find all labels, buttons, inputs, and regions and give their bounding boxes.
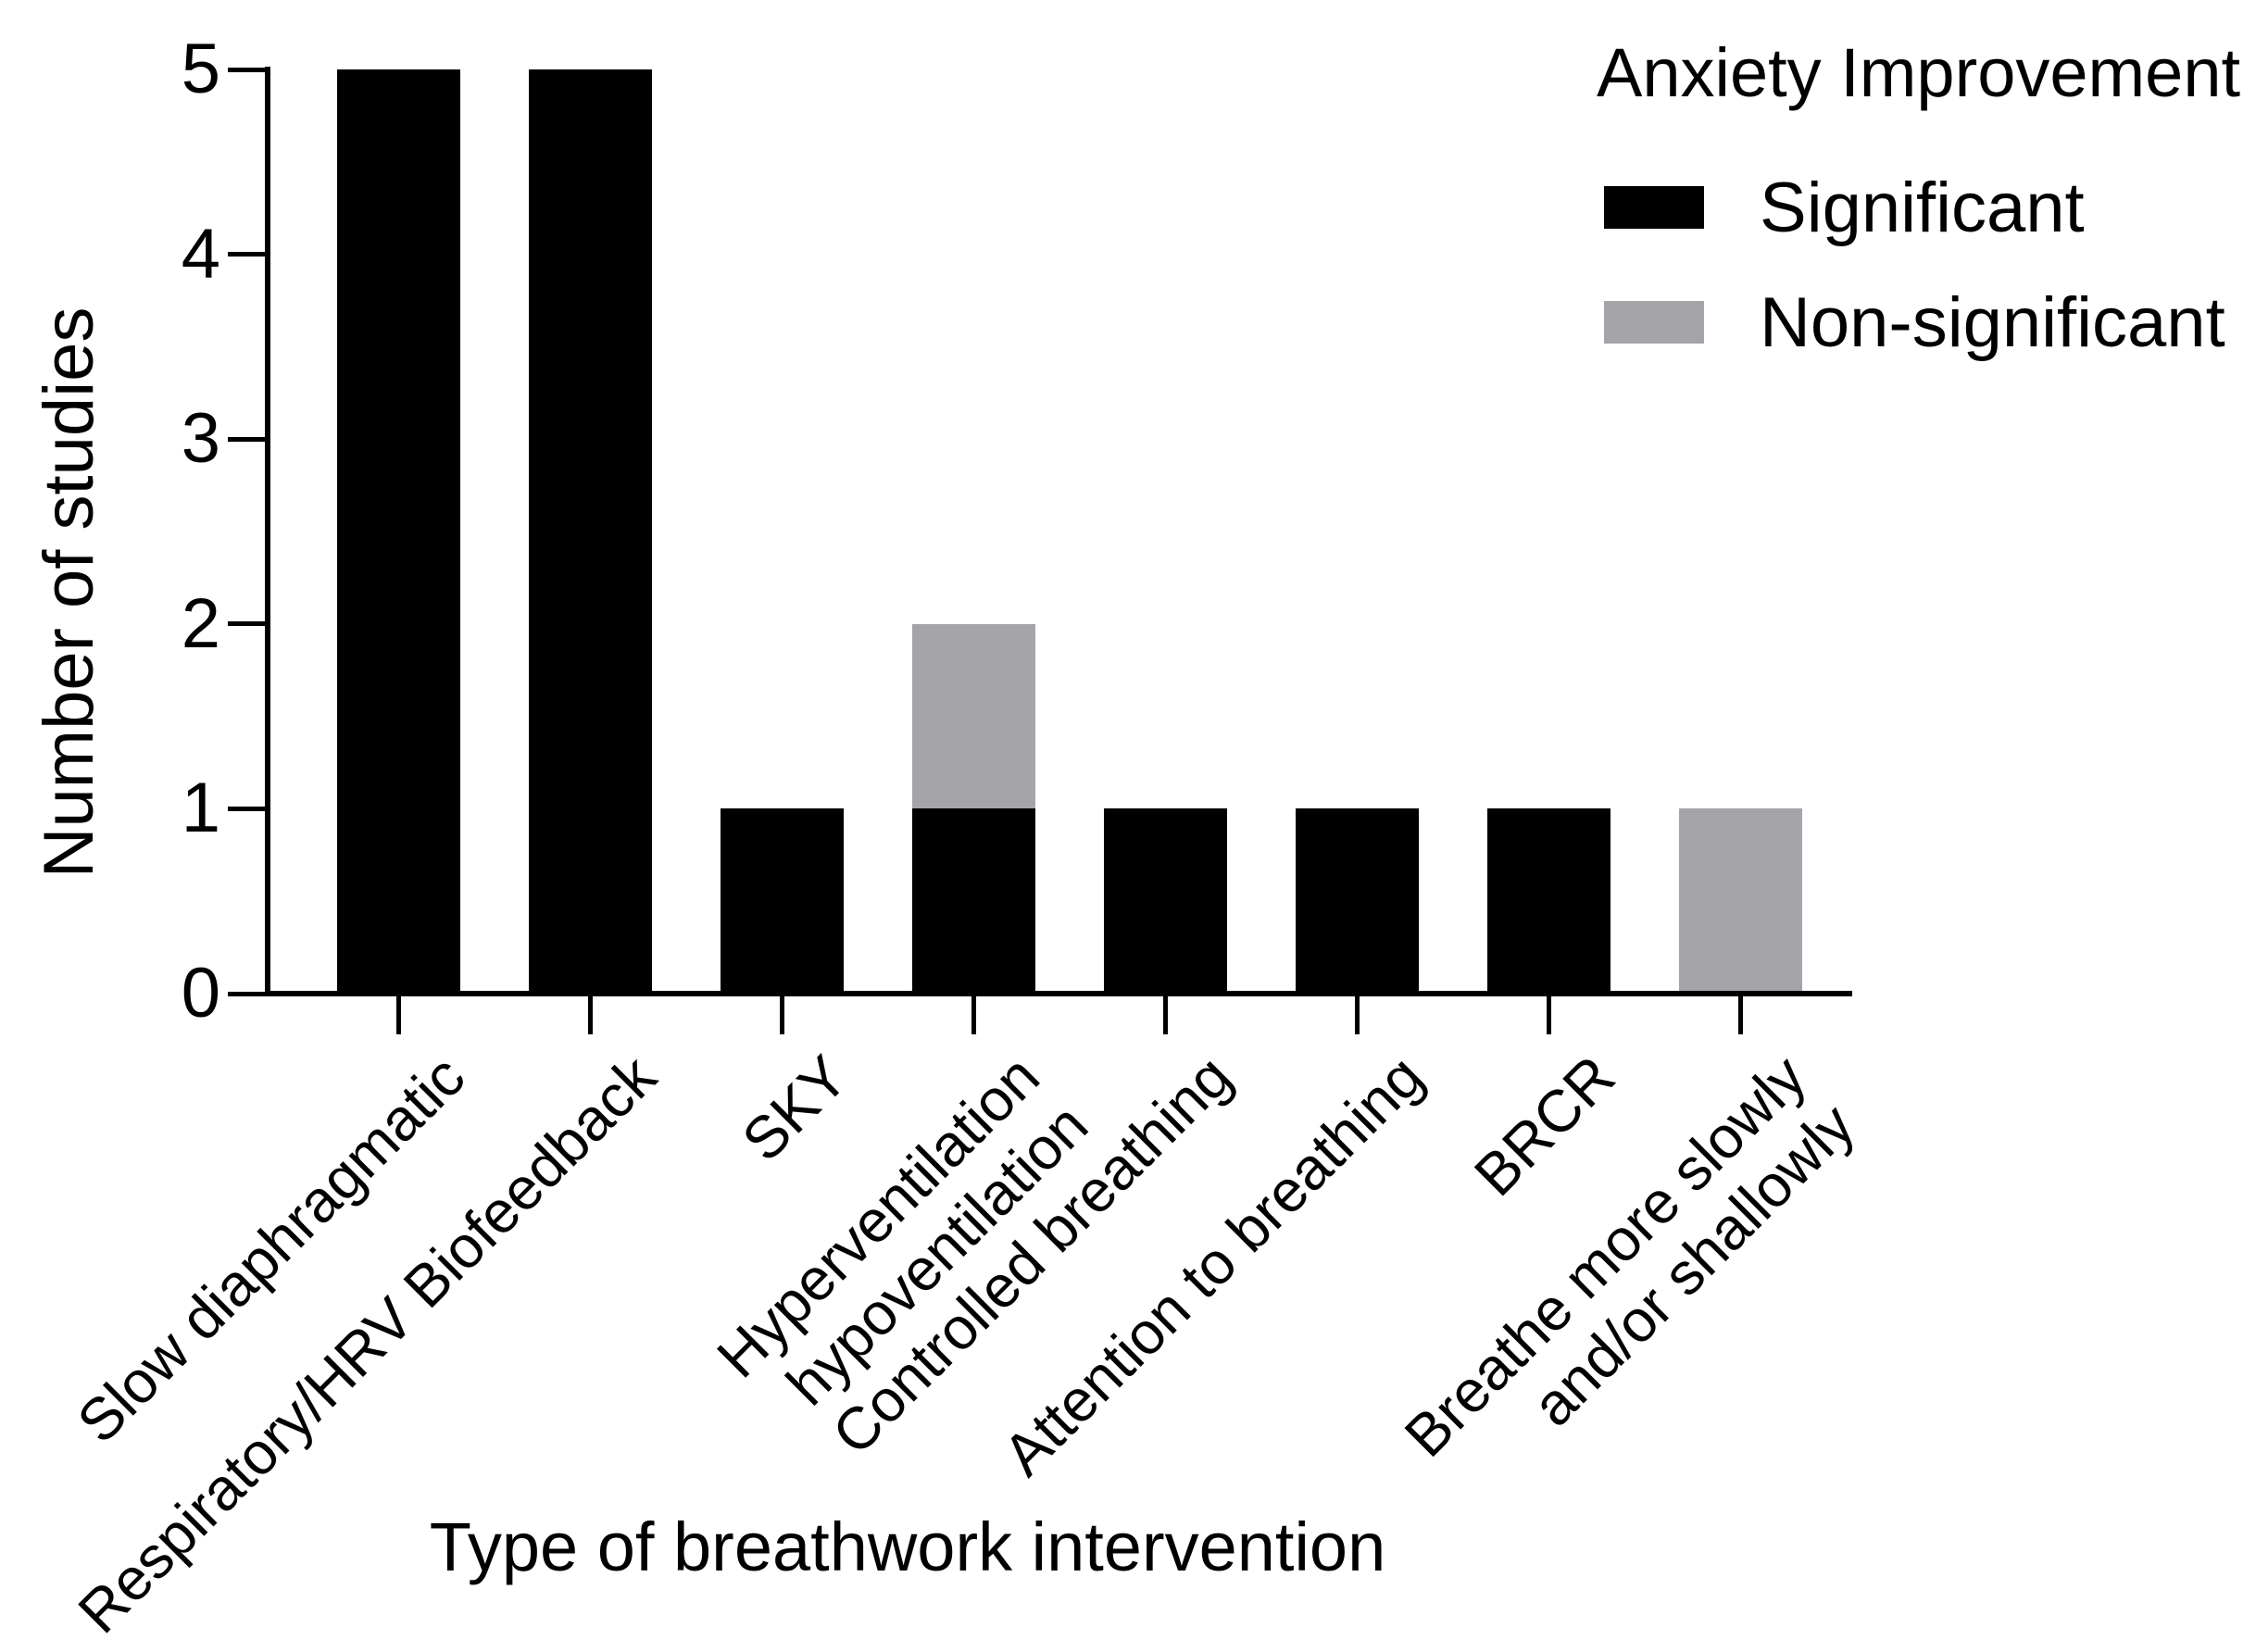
bar-segment-significant xyxy=(1295,808,1419,994)
x-axis-title: Type of breathwork intervention xyxy=(429,1508,1386,1585)
x-tick xyxy=(1737,994,1743,1034)
x-category-label: Breathe more slowly and/or shallowly xyxy=(1392,1043,1867,1470)
legend-title: Anxiety Improvement xyxy=(1597,34,2241,111)
y-tick-label: 3 xyxy=(181,399,220,479)
y-tick xyxy=(228,67,269,72)
y-tick-label: 5 xyxy=(181,30,220,108)
x-category-label: BRCR xyxy=(1460,1043,1627,1209)
bar-segment-non-significant xyxy=(911,623,1035,809)
bar-segment-non-significant xyxy=(1678,808,1802,994)
y-tick-label: 4 xyxy=(181,214,220,294)
x-tick xyxy=(1162,994,1168,1034)
y-tick xyxy=(228,991,269,996)
x-category-label: SKY xyxy=(729,1043,860,1174)
y-tick xyxy=(228,621,269,627)
y-tick xyxy=(228,436,269,442)
bar-segment-significant xyxy=(528,69,652,994)
bar-segment-significant xyxy=(720,808,844,994)
y-tick xyxy=(228,252,269,257)
bar-segment-significant xyxy=(1486,808,1611,994)
bar-segment-significant xyxy=(911,808,1035,994)
x-tick xyxy=(971,994,976,1034)
x-axis-line xyxy=(265,991,1852,996)
x-tick xyxy=(395,994,401,1034)
y-tick xyxy=(228,806,269,811)
x-tick xyxy=(587,994,593,1034)
y-tick-label: 0 xyxy=(181,954,220,1032)
x-tick xyxy=(779,994,784,1034)
bar-segment-significant xyxy=(1103,808,1227,994)
x-tick xyxy=(1546,994,1551,1034)
y-axis-line xyxy=(265,67,270,996)
y-tick-label: 1 xyxy=(181,769,220,848)
x-tick xyxy=(1354,994,1360,1034)
y-tick-label: 2 xyxy=(181,583,220,663)
bar-segment-significant xyxy=(336,69,460,994)
